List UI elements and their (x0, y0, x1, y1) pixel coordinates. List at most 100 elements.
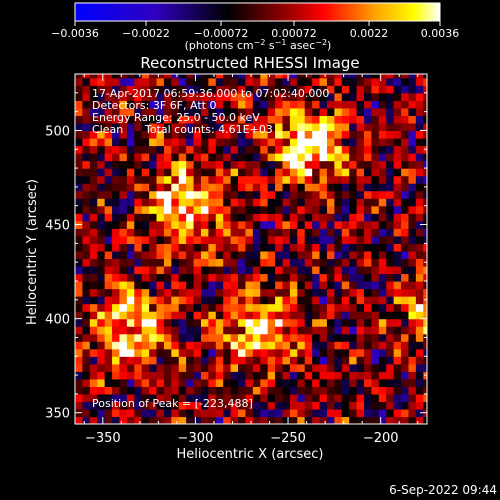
heatmap-cell (141, 183, 150, 192)
heatmap-cell (267, 326, 276, 335)
heatmap-cell (401, 145, 410, 154)
heatmap-cell (112, 122, 121, 132)
heatmap-cell (126, 183, 135, 192)
heatmap-cell (304, 153, 313, 162)
heatmap-cell (193, 213, 202, 222)
heatmap-cell (230, 311, 239, 320)
heatmap-cell (297, 175, 306, 184)
heatmap-cell (134, 115, 143, 124)
heatmap-cell (334, 250, 343, 260)
heatmap-cell (289, 74, 298, 79)
heatmap-cell (312, 250, 321, 260)
heatmap-cell (82, 265, 91, 275)
heatmap-cell (230, 153, 239, 162)
heatmap-cell (245, 220, 254, 229)
heatmap-cell (186, 205, 195, 214)
heatmap-cell (141, 288, 150, 297)
heatmap-cell (401, 416, 410, 424)
heatmap-cell (119, 348, 128, 357)
heatmap-cell (238, 153, 247, 162)
heatmap-cell (112, 401, 121, 410)
heatmap-cell (163, 265, 172, 275)
heatmap-cell (230, 213, 239, 222)
heatmap-cell (401, 408, 410, 418)
heatmap-cell (75, 205, 84, 214)
heatmap-cell (326, 288, 335, 297)
heatmap-cell (104, 92, 113, 101)
heatmap-cell (208, 288, 217, 297)
heatmap-cell (260, 115, 269, 124)
heatmap-cell (371, 107, 380, 116)
heatmap-cell (75, 190, 84, 199)
heatmap-cell (238, 107, 247, 116)
heatmap-cell (178, 401, 187, 410)
heatmap-cell (304, 213, 313, 222)
heatmap-cell (134, 333, 143, 342)
heatmap-cell (126, 326, 135, 335)
heatmap-cell (126, 115, 135, 124)
heatmap-cell (186, 416, 195, 424)
heatmap-cell (267, 311, 276, 320)
heatmap-cell (275, 326, 284, 335)
colorbar-units: (photons cm−2 s−1 asec−2) (185, 38, 332, 52)
heatmap-cell (260, 243, 269, 252)
heatmap-cell (349, 371, 358, 380)
heatmap-cell (171, 378, 180, 387)
heatmap-cell (267, 220, 276, 229)
heatmap-cell (312, 288, 321, 297)
heatmap-cell (186, 85, 195, 94)
heatmap-cell (186, 265, 195, 275)
heatmap-cell (223, 198, 232, 207)
heatmap-cell (208, 401, 217, 410)
heatmap-cell (119, 273, 128, 282)
heatmap-cell (289, 250, 298, 260)
x-tick-label: −200 (363, 431, 399, 446)
heatmap-cell (297, 288, 306, 297)
heatmap-cell (75, 168, 84, 177)
heatmap-cell (82, 115, 91, 124)
heatmap-cell (267, 371, 276, 380)
heatmap-cell (178, 280, 187, 290)
heatmap-cell (141, 175, 150, 184)
heatmap-cell (104, 145, 113, 154)
heatmap-cell (334, 92, 343, 101)
heatmap-cell (364, 356, 373, 365)
heatmap-cell (245, 107, 254, 116)
heatmap-cell (393, 326, 402, 335)
heatmap-cell (334, 378, 343, 387)
heatmap-cell (134, 265, 143, 275)
heatmap-cell (141, 205, 150, 214)
heatmap-cell (326, 416, 335, 424)
heatmap-cell (282, 280, 291, 290)
heatmap-cell (415, 160, 424, 169)
heatmap-cell (267, 386, 276, 395)
heatmap-cell (267, 235, 276, 244)
heatmap-cell (378, 378, 387, 387)
heatmap-cell (193, 401, 202, 410)
heatmap-cell (386, 100, 395, 109)
heatmap-cell (245, 183, 254, 192)
heatmap-cell (341, 250, 350, 260)
heatmap-cell (238, 318, 247, 327)
heatmap-cell (408, 160, 417, 169)
heatmap-cell (200, 122, 209, 132)
heatmap-cell (401, 386, 410, 395)
heatmap-cell (275, 115, 284, 124)
heatmap-cell (193, 235, 202, 244)
colorbar-ticks: −0.0036 −0.0022 −0.00072 0.00072 0.0022 0.003… (51, 21, 459, 40)
heatmap-cell (378, 160, 387, 169)
heatmap-cell (141, 243, 150, 252)
heatmap-cell (223, 288, 232, 297)
heatmap-cell (178, 190, 187, 199)
heatmap-cell (401, 228, 410, 237)
heatmap-cell (97, 168, 106, 177)
heatmap-cell (200, 168, 209, 177)
heatmap-cell (215, 243, 224, 252)
heatmap-cell (401, 213, 410, 222)
heatmap-cell (334, 235, 343, 244)
heatmap-cell (119, 74, 128, 79)
heatmap-cell (304, 77, 313, 86)
heatmap-cell (200, 107, 209, 116)
heatmap-cell (112, 168, 121, 177)
heatmap-cell (104, 363, 113, 372)
